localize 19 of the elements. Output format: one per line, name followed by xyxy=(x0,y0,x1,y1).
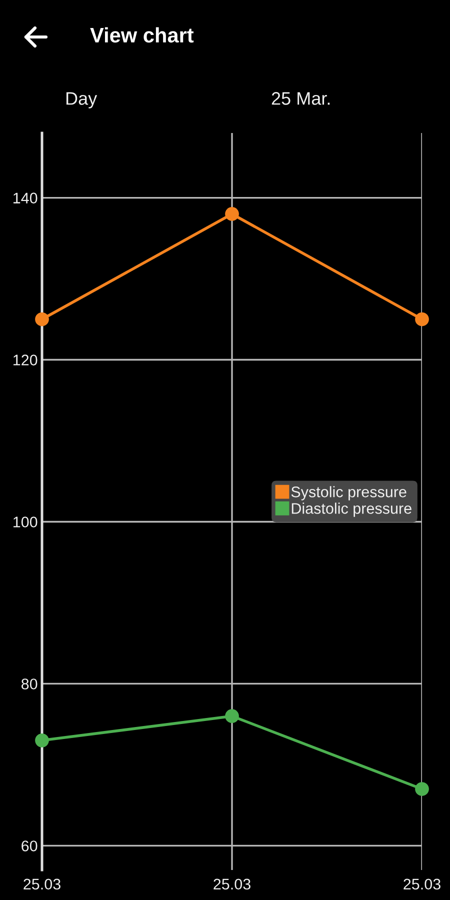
y-tick-label: 100 xyxy=(14,516,38,528)
chart-title: View chart xyxy=(90,27,194,43)
point xyxy=(415,312,429,326)
legend-label: Systolic pressure xyxy=(291,486,406,500)
point xyxy=(415,782,429,796)
legend-label: Diastolic pressure xyxy=(292,502,412,517)
y-tick-label: 60 xyxy=(22,840,38,852)
x-tick-label: 25.03 xyxy=(214,878,250,890)
y-tick-label: 140 xyxy=(14,192,38,204)
point xyxy=(35,312,49,326)
text: Day xyxy=(66,92,98,108)
point xyxy=(35,733,49,748)
x-tick-label: 25.03 xyxy=(24,878,60,890)
point xyxy=(225,709,239,724)
point xyxy=(225,207,239,221)
y-tick-label: 120 xyxy=(14,354,38,366)
y-tick-label: 80 xyxy=(22,678,38,690)
x-tick-label: 25.03 xyxy=(404,878,440,890)
text: 25 Mar. xyxy=(272,92,330,105)
